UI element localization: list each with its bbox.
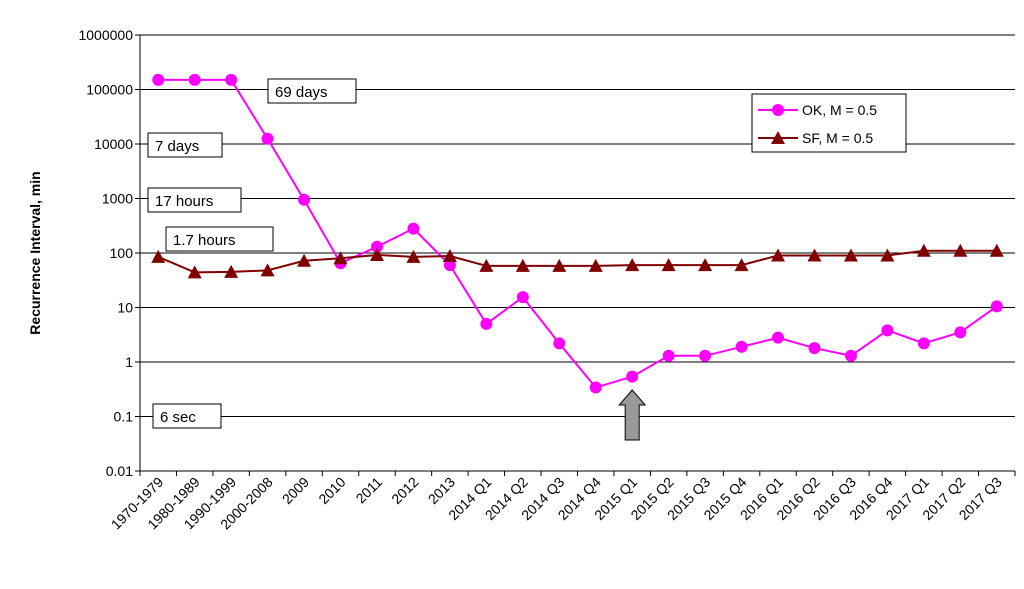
y-axis-label: Recurrence Interval, min xyxy=(27,171,43,334)
data-point xyxy=(370,240,383,253)
data-point xyxy=(772,331,785,344)
series-line xyxy=(157,249,997,274)
data-point xyxy=(443,259,456,272)
data-point xyxy=(588,258,603,272)
data-point xyxy=(808,342,821,355)
data-point xyxy=(479,258,494,272)
data-point xyxy=(553,337,566,350)
legend-label: OK, M = 0.5 xyxy=(802,102,877,118)
data-point xyxy=(589,381,602,394)
annotation-box: 1.7 hours xyxy=(165,226,274,252)
legend-item: SF, M = 0.5 xyxy=(758,130,873,146)
data-point xyxy=(807,248,822,262)
data-point xyxy=(369,247,384,261)
y-tick-label: 100000 xyxy=(86,82,133,98)
data-point xyxy=(515,258,530,272)
data-point xyxy=(298,193,311,206)
data-point xyxy=(843,248,858,262)
legend-marker xyxy=(771,131,785,144)
x-tick-label: 2009 xyxy=(279,474,312,507)
data-point xyxy=(880,248,895,262)
data-point xyxy=(735,340,748,353)
y-tick-label: 0.01 xyxy=(106,463,133,479)
up-arrow-marker xyxy=(618,389,647,441)
legend: OK, M = 0.5 SF, M = 0.5 xyxy=(751,93,907,153)
data-point xyxy=(152,73,165,86)
y-tick-label: 100 xyxy=(110,245,134,261)
data-point xyxy=(187,265,202,279)
data-point xyxy=(990,300,1003,313)
data-point xyxy=(662,349,675,362)
data-point xyxy=(626,370,639,383)
annotation-frame xyxy=(152,403,222,429)
data-point xyxy=(699,349,712,362)
y-axis: 0.01 0.1 1 10 100 1000 10000 100000 1000000 xyxy=(78,27,141,479)
annotation-box: 6 sec xyxy=(152,403,222,429)
annotations: 69 days 7 days 17 hours 1.7 hours 6 sec xyxy=(147,78,357,429)
data-point xyxy=(260,263,275,277)
annotation-label: 6 sec xyxy=(160,409,196,426)
x-tick-label: 2010 xyxy=(315,474,348,507)
data-point xyxy=(480,317,493,330)
series-layer xyxy=(151,73,1004,394)
annotation-label: 17 hours xyxy=(155,193,213,210)
annotation-box: 69 days xyxy=(267,78,357,104)
data-point xyxy=(406,249,421,263)
data-point xyxy=(989,243,1004,257)
data-point xyxy=(771,248,786,262)
annotation-frame xyxy=(165,226,274,252)
data-point xyxy=(151,249,166,263)
y-tick-label: 1 xyxy=(125,354,133,370)
data-point xyxy=(516,291,529,304)
legend-label: SF, M = 0.5 xyxy=(802,130,873,146)
data-point xyxy=(881,324,894,337)
data-point xyxy=(954,326,967,339)
x-tick-label: 2012 xyxy=(388,474,421,507)
annotation-label: 69 days xyxy=(275,84,328,101)
data-point xyxy=(698,258,713,272)
y-tick-label: 0.1 xyxy=(114,409,134,425)
y-tick-label: 10 xyxy=(117,300,133,316)
arrow-shape xyxy=(618,389,647,441)
annotation-label: 7 days xyxy=(155,138,199,155)
data-point xyxy=(442,249,457,263)
data-point xyxy=(661,258,676,272)
legend-item: OK, M = 0.5 xyxy=(758,102,877,118)
legend-marker xyxy=(772,104,784,116)
data-point xyxy=(407,222,420,235)
data-point xyxy=(297,253,312,267)
x-tick-label: 2011 xyxy=(352,474,385,507)
data-point xyxy=(917,337,930,350)
series-sf xyxy=(151,243,1004,279)
data-point xyxy=(953,243,968,257)
data-point xyxy=(224,264,239,278)
data-point xyxy=(225,73,238,86)
data-point xyxy=(734,258,749,272)
y-tick-label: 1000000 xyxy=(78,27,133,43)
data-point xyxy=(552,258,567,272)
series-ok xyxy=(152,73,1003,394)
annotation-label: 1.7 hours xyxy=(173,232,236,249)
data-point xyxy=(844,349,857,362)
annotation-frame xyxy=(147,132,223,158)
data-point xyxy=(188,73,201,86)
series-line xyxy=(158,78,998,389)
data-point xyxy=(333,251,348,265)
annotation-frame xyxy=(267,78,357,104)
y-tick-label: 1000 xyxy=(102,191,133,207)
data-point xyxy=(625,258,640,272)
data-point xyxy=(261,132,274,145)
x-tick-label: 2013 xyxy=(425,474,458,507)
annotation-frame xyxy=(147,187,242,213)
y-tick-label: 10000 xyxy=(94,136,133,152)
data-point xyxy=(916,243,931,257)
annotation-box: 7 days xyxy=(147,132,223,158)
annotation-box: 17 hours xyxy=(147,187,242,213)
